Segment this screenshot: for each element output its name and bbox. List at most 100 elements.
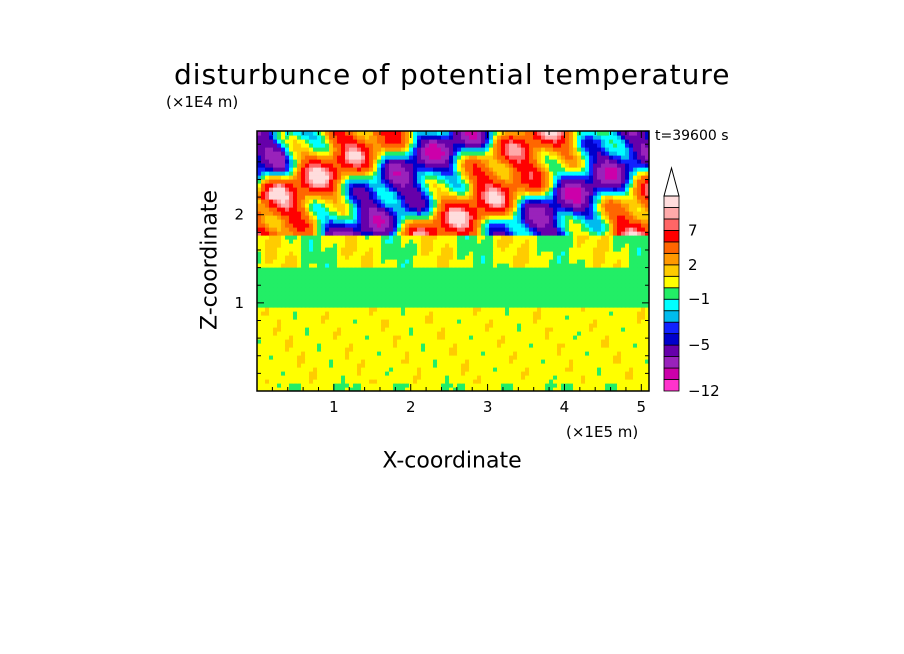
heatmap-cell — [261, 343, 266, 348]
heatmap-cell — [633, 239, 638, 244]
heatmap-cell — [417, 267, 422, 272]
heatmap-cell — [625, 335, 630, 340]
heatmap-cell — [297, 323, 302, 328]
heatmap-cell — [545, 263, 550, 268]
heatmap-cell — [513, 287, 518, 292]
heatmap-cell — [417, 239, 422, 244]
heatmap-cell — [521, 287, 526, 292]
heatmap-cell — [429, 315, 434, 320]
heatmap-cell — [633, 323, 638, 328]
heatmap-cell — [525, 199, 530, 204]
heatmap-cell — [453, 279, 458, 284]
heatmap-cell — [577, 187, 582, 192]
heatmap-cell — [381, 227, 386, 232]
heatmap-cell — [641, 195, 646, 200]
heatmap-cell — [265, 303, 270, 308]
heatmap-cell — [413, 211, 418, 216]
heatmap-cell — [281, 319, 286, 324]
heatmap-cell — [273, 191, 278, 196]
heatmap-cell — [485, 231, 490, 236]
heatmap-cell — [529, 339, 534, 344]
heatmap-cell — [525, 307, 530, 312]
heatmap-cell — [501, 283, 506, 288]
heatmap-cell — [365, 343, 370, 348]
heatmap-cell — [273, 307, 278, 312]
heatmap-cell — [517, 343, 522, 348]
heatmap-cell — [425, 335, 430, 340]
heatmap-cell — [485, 379, 490, 384]
heatmap-cell — [313, 195, 318, 200]
heatmap-cell — [381, 203, 386, 208]
heatmap-cell — [445, 235, 450, 240]
heatmap-cell — [353, 379, 358, 384]
heatmap-cell — [353, 199, 358, 204]
heatmap-cell — [321, 227, 326, 232]
heatmap-cell — [441, 359, 446, 364]
heatmap-cell — [493, 239, 498, 244]
heatmap-cell — [397, 235, 402, 240]
heatmap-cell — [501, 347, 506, 352]
heatmap-cell — [457, 215, 462, 220]
heatmap-cell — [461, 335, 466, 340]
heatmap-cell — [377, 247, 382, 252]
heatmap-cell — [385, 331, 390, 336]
heatmap-cell — [445, 279, 450, 284]
heatmap-cell — [265, 223, 270, 228]
heatmap-cell — [333, 295, 338, 300]
heatmap-cell — [373, 379, 378, 384]
heatmap-cell — [605, 227, 610, 232]
heatmap-cell — [501, 271, 506, 276]
heatmap-cell — [301, 319, 306, 324]
heatmap-cell — [625, 243, 630, 248]
heatmap-cell — [509, 235, 514, 240]
heatmap-cell — [357, 355, 362, 360]
heatmap-cell — [317, 347, 322, 352]
heatmap-cell — [281, 199, 286, 204]
heatmap-cell — [341, 203, 346, 208]
heatmap-cell — [457, 207, 462, 212]
heatmap-cell — [333, 243, 338, 248]
heatmap-cell — [341, 219, 346, 224]
heatmap-cell — [577, 327, 582, 332]
heatmap-cell — [581, 203, 586, 208]
heatmap-cell — [333, 315, 338, 320]
heatmap-cell — [265, 283, 270, 288]
heatmap-cell — [629, 219, 634, 224]
heatmap-cell — [501, 299, 506, 304]
heatmap-cell — [465, 227, 470, 232]
heatmap-cell — [569, 199, 574, 204]
heatmap-cell — [597, 251, 602, 256]
heatmap-cell — [293, 351, 298, 356]
heatmap-cell — [437, 363, 442, 368]
heatmap-cell — [421, 299, 426, 304]
heatmap-cell — [441, 299, 446, 304]
heatmap-cell — [285, 303, 290, 308]
heatmap-cell — [429, 211, 434, 216]
heatmap-cell — [521, 303, 526, 308]
heatmap-cell — [565, 223, 570, 228]
heatmap-cell — [393, 291, 398, 296]
heatmap-cell — [617, 379, 622, 384]
heatmap-cell — [293, 203, 298, 208]
heatmap-cell — [433, 283, 438, 288]
heatmap-cell — [449, 263, 454, 268]
heatmap-cell — [293, 235, 298, 240]
heatmap-cell — [533, 367, 538, 372]
heatmap-cell — [337, 275, 342, 280]
heatmap-cell — [361, 243, 366, 248]
heatmap-cell — [465, 231, 470, 236]
heatmap-cell — [393, 187, 398, 192]
heatmap-cell — [429, 351, 434, 356]
heatmap-cell — [365, 187, 370, 192]
heatmap-cell — [337, 363, 342, 368]
heatmap-cell — [617, 247, 622, 252]
heatmap-cell — [353, 191, 358, 196]
heatmap-cell — [281, 387, 286, 391]
heatmap-cell — [549, 379, 554, 384]
heatmap-cell — [281, 227, 286, 232]
heatmap-cell — [525, 323, 530, 328]
heatmap-cell — [553, 255, 558, 260]
heatmap-cell — [545, 211, 550, 216]
heatmap-cell — [413, 215, 418, 220]
heatmap-cell — [349, 299, 354, 304]
